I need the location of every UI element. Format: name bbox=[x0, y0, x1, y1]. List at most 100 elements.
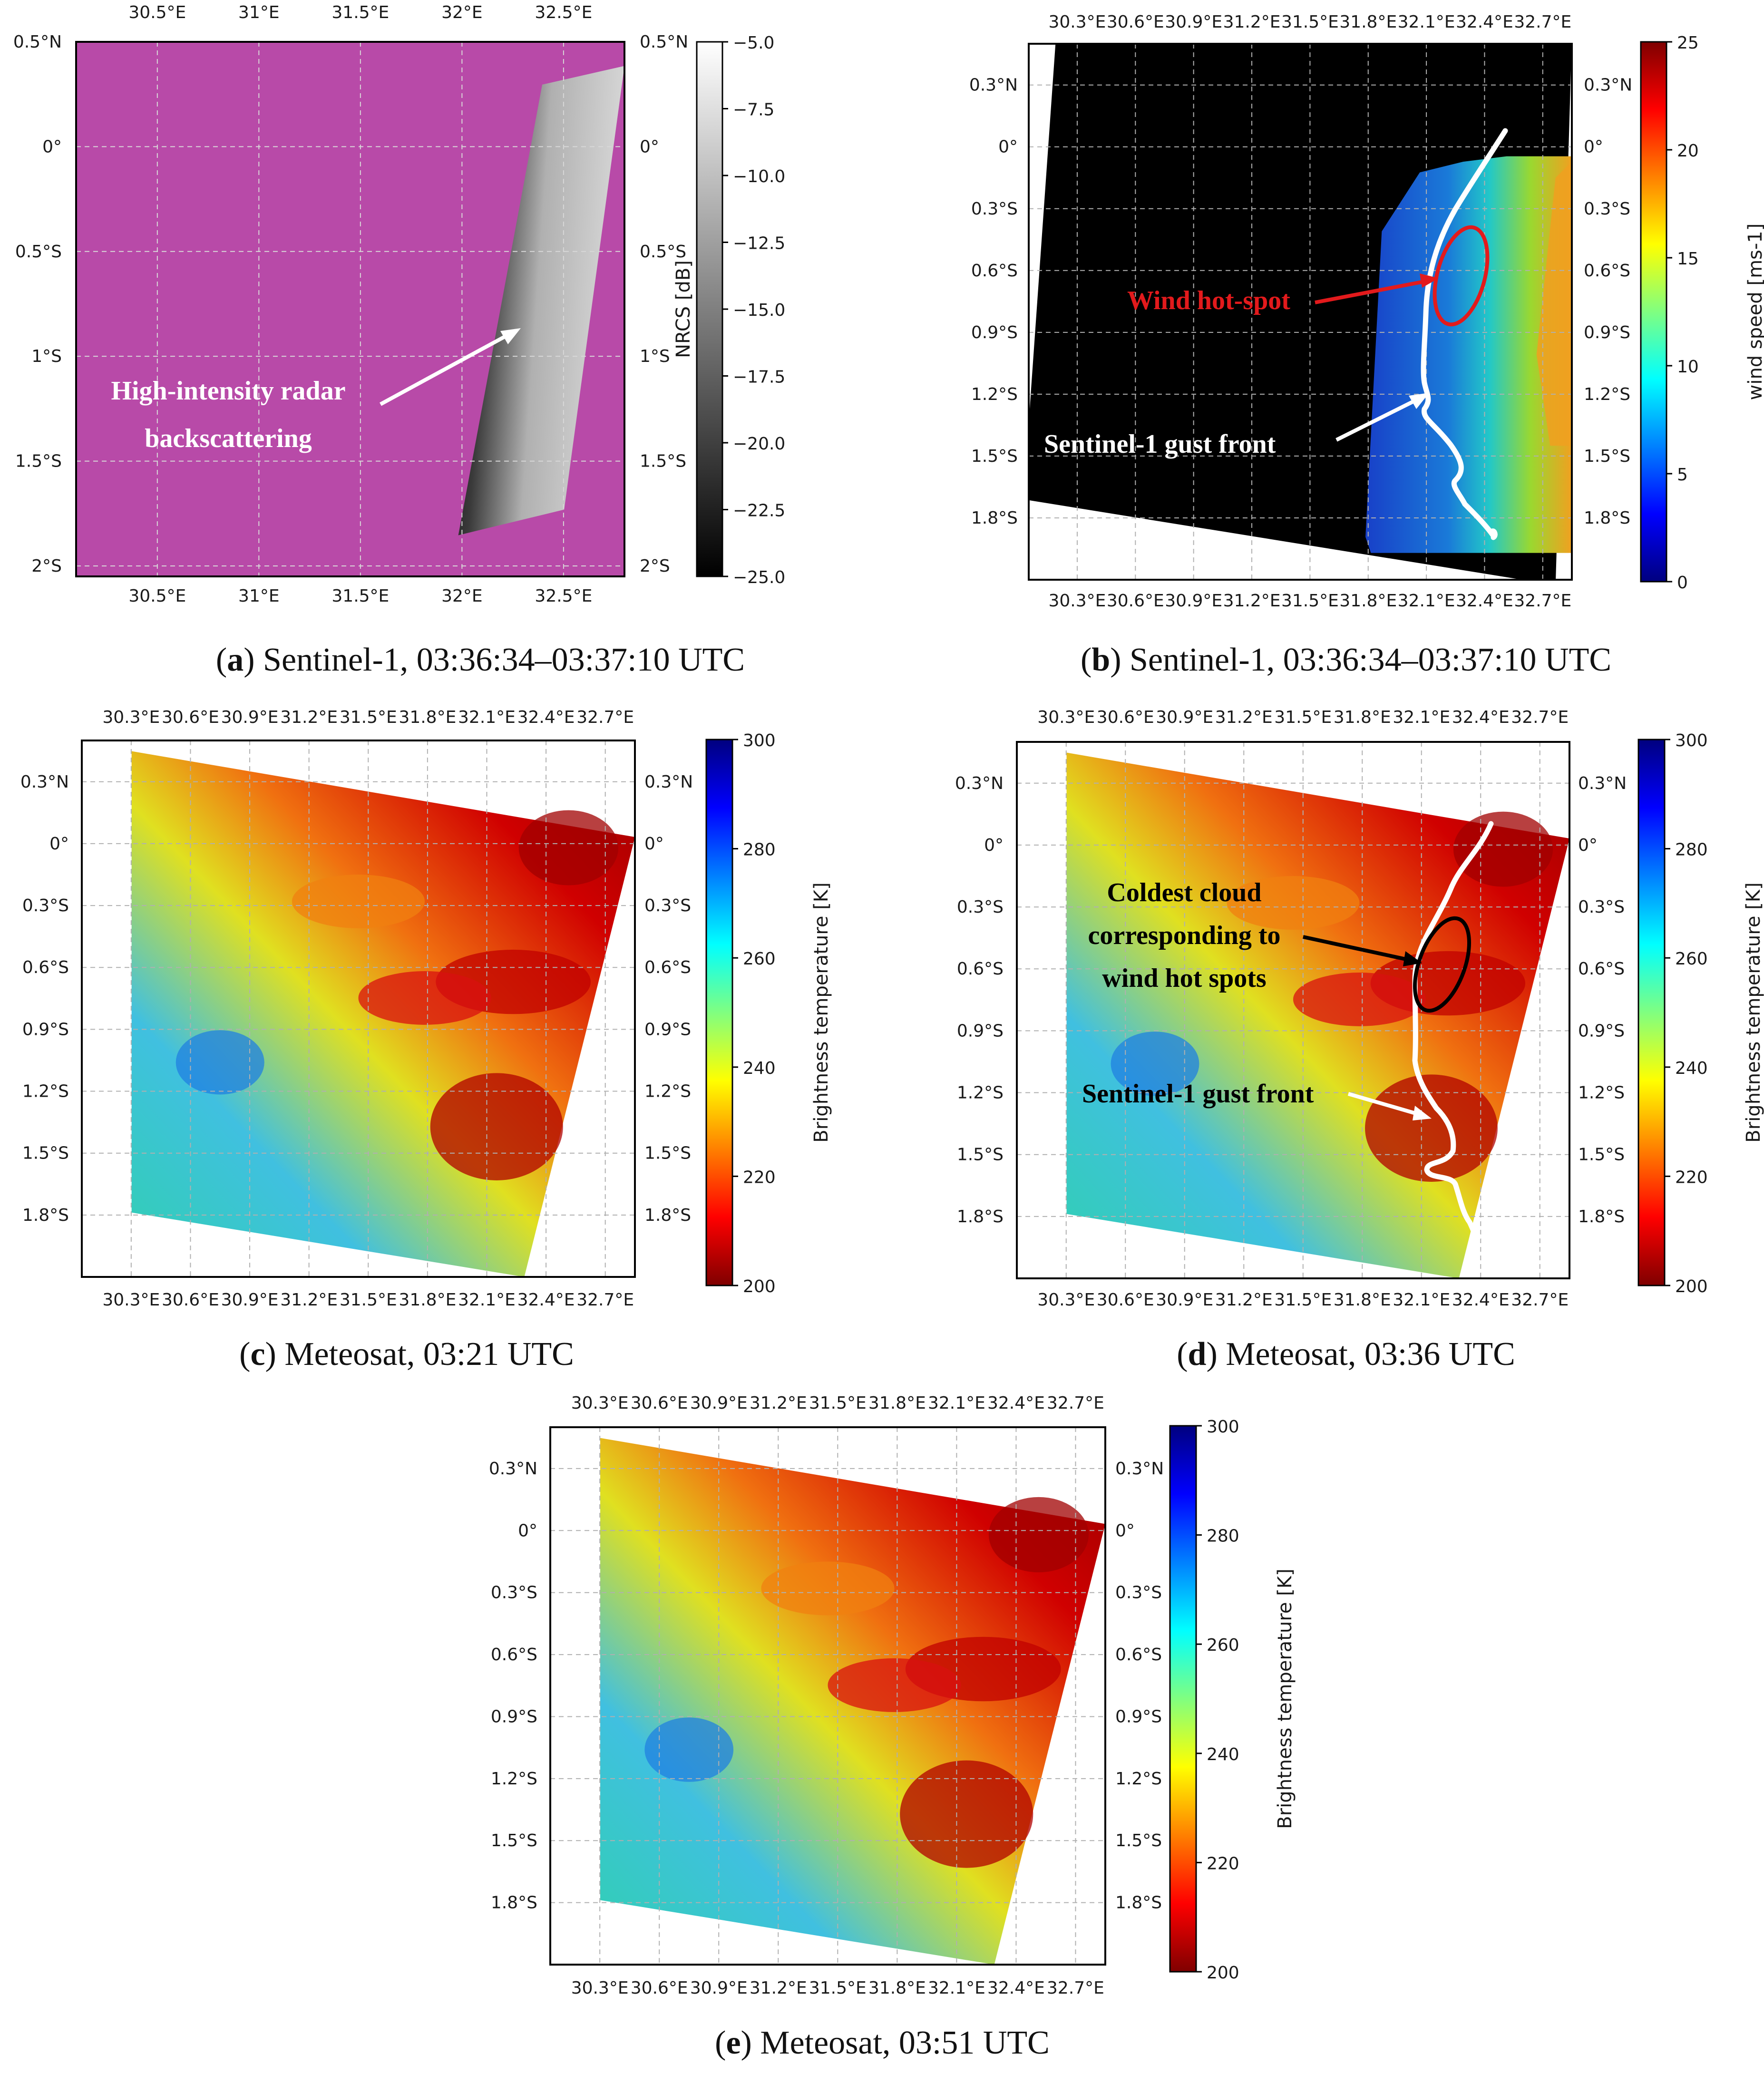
tick-bottom-lon-b-6: 32.1°E bbox=[1398, 591, 1455, 611]
colorbar-tick-b-3: 15 bbox=[1677, 249, 1699, 269]
tick-top-lon-e-1: 30.6°E bbox=[631, 1393, 688, 1413]
tick-left-lat-c-1: 0° bbox=[49, 834, 69, 854]
swath-fill-a bbox=[458, 66, 624, 536]
tick-right-lat-e-0: 0.3°N bbox=[1115, 1459, 1164, 1479]
plot-frame-a bbox=[75, 41, 625, 577]
tick-bottom-lon-e-6: 32.1°E bbox=[928, 1978, 985, 1998]
tick-right-lat-d-1: 0° bbox=[1578, 836, 1598, 855]
tick-right-lat-e-3: 0.6°S bbox=[1115, 1645, 1162, 1665]
colorbar-label-e: Brightness temperature [K] bbox=[1274, 1568, 1296, 1829]
colorbar-tick-d-3: 260 bbox=[1675, 949, 1708, 969]
colorbar-e bbox=[1169, 1425, 1197, 1973]
tick-left-lat-e-7: 1.8°S bbox=[491, 1893, 537, 1913]
annotation-wind-hotspot: Wind hot-spot bbox=[1127, 286, 1290, 315]
tick-left-lat-d-1: 0° bbox=[984, 836, 1004, 855]
tick-top-lon-c-3: 31.2°E bbox=[280, 708, 338, 727]
annotation-radar-arrowhead bbox=[500, 328, 521, 344]
colorbar-tick-a-8: −5.0 bbox=[733, 33, 774, 53]
tick-bottom-lon-c-3: 31.2°E bbox=[280, 1290, 338, 1310]
tick-top-lon-a-2: 31.5°E bbox=[331, 3, 389, 22]
tick-right-lat-c-4: 0.9°S bbox=[644, 1020, 691, 1039]
tick-top-lon-e-0: 30.3°E bbox=[571, 1393, 629, 1413]
colorbar-tick-c-2: 240 bbox=[743, 1059, 776, 1078]
tick-left-lat-c-6: 1.5°S bbox=[22, 1144, 69, 1163]
tick-right-lat-a-0: 0.5°N bbox=[640, 32, 688, 52]
tick-right-lat-b-3: 0.6°S bbox=[1584, 261, 1630, 281]
tick-left-lat-c-4: 0.9°S bbox=[22, 1020, 69, 1039]
tick-bottom-lon-a-4: 32.5°E bbox=[535, 586, 592, 606]
tick-left-lat-c-3: 0.6°S bbox=[22, 958, 69, 977]
tick-top-lon-c-8: 32.7°E bbox=[576, 708, 634, 727]
annotation-coldest-arrow bbox=[1303, 935, 1413, 963]
tick-left-lat-d-7: 1.8°S bbox=[957, 1207, 1004, 1227]
colorbar-tick-a-2: −20.0 bbox=[733, 434, 785, 454]
tick-top-lon-c-1: 30.6°E bbox=[162, 708, 219, 727]
tick-left-lat-a-1: 0° bbox=[42, 137, 62, 156]
tick-top-lon-d-7: 32.4°E bbox=[1452, 708, 1510, 727]
annotation-coldest-arrowhead bbox=[1403, 951, 1422, 966]
tick-top-lon-b-2: 30.9°E bbox=[1165, 12, 1222, 32]
colorbar-tick-a-6: −10.0 bbox=[733, 167, 785, 186]
caption-d: (d) Meteosat, 03:36 UTC bbox=[1177, 1336, 1515, 1373]
tick-bottom-lon-b-0: 30.3°E bbox=[1049, 591, 1106, 611]
annotation-gust-front-b: Sentinel-1 gust front bbox=[1044, 429, 1276, 459]
tick-bottom-lon-d-4: 31.5°E bbox=[1274, 1290, 1332, 1310]
tick-left-lat-d-3: 0.6°S bbox=[957, 959, 1004, 979]
tick-top-lon-e-6: 32.1°E bbox=[928, 1393, 985, 1413]
tick-bottom-lon-d-7: 32.4°E bbox=[1452, 1290, 1510, 1310]
annotation-gust-arrowhead-d bbox=[1413, 1106, 1432, 1120]
annotation-coldest-line2: corresponding to bbox=[1088, 921, 1281, 950]
plot-frame-b bbox=[1028, 43, 1573, 581]
panel-c: 30.3°E30.3°E30.6°E30.6°E30.9°E30.9°E31.2… bbox=[20, 708, 832, 1373]
tick-top-lon-a-3: 32°E bbox=[441, 3, 483, 22]
scene-b bbox=[1029, 44, 1572, 580]
annotation-hotspot-arrow bbox=[1315, 279, 1430, 304]
annotation-panel-d: Coldest cloud corresponding to wind hot … bbox=[1082, 821, 1494, 1239]
tick-left-lat-c-0: 0.3°N bbox=[20, 772, 69, 792]
tick-bottom-lon-d-2: 30.9°E bbox=[1156, 1290, 1213, 1310]
tick-left-lat-a-3: 1°S bbox=[31, 347, 62, 366]
tick-left-lat-d-0: 0.3°N bbox=[955, 774, 1004, 793]
caption-c: (c) Meteosat, 03:21 UTC bbox=[239, 1336, 574, 1373]
tick-right-lat-c-2: 0.3°S bbox=[644, 896, 691, 915]
cloud-blob-c-5 bbox=[292, 875, 425, 928]
tick-left-lat-e-0: 0.3°N bbox=[489, 1459, 537, 1479]
tick-bottom-lon-d-5: 31.8°E bbox=[1334, 1290, 1391, 1310]
tick-bottom-lon-e-3: 31.2°E bbox=[750, 1978, 807, 1998]
tick-left-lat-b-4: 0.9°S bbox=[971, 323, 1018, 342]
tick-bottom-lon-b-5: 31.8°E bbox=[1339, 591, 1397, 611]
tick-left-lat-e-3: 0.6°S bbox=[491, 1645, 537, 1665]
tick-bottom-lon-b-1: 30.6°E bbox=[1107, 591, 1164, 611]
tick-bottom-lon-c-1: 30.6°E bbox=[162, 1290, 219, 1310]
tick-left-lat-d-6: 1.5°S bbox=[957, 1145, 1004, 1165]
tick-right-lat-b-5: 1.2°S bbox=[1584, 385, 1630, 404]
cloud-blob-c-4 bbox=[175, 1030, 264, 1095]
tick-bottom-lon-a-1: 31°E bbox=[238, 586, 280, 606]
colorbar-tick-e-1: 220 bbox=[1207, 1854, 1239, 1873]
panels-layer: 30.5°E 30.5°E 31°E 31°E 31.5°E 31.5°E 32°E 32°E… bbox=[13, 3, 1764, 2061]
tick-bottom-lon-d-3: 31.2°E bbox=[1215, 1290, 1273, 1310]
tick-bottom-lon-a-2: 31.5°E bbox=[331, 586, 389, 606]
tick-right-lat-b-4: 0.9°S bbox=[1584, 323, 1630, 342]
tick-bottom-lon-d-1: 30.6°E bbox=[1097, 1290, 1154, 1310]
tick-left-lat-a-4: 1.5°S bbox=[15, 452, 62, 471]
colorbar-tick-c-0: 200 bbox=[743, 1277, 776, 1296]
tick-left-lat-b-3: 0.6°S bbox=[971, 261, 1018, 281]
tick-top-lon-c-5: 31.8°E bbox=[399, 708, 456, 727]
colorbar-b bbox=[1640, 41, 1667, 583]
tick-top-lon-a-1: 31°E bbox=[238, 3, 280, 22]
tick-right-lat-b-0: 0.3°N bbox=[1584, 76, 1632, 95]
tick-left-lat-a-5: 2°S bbox=[31, 556, 62, 576]
tick-top-lon-a-4: 32.5°E bbox=[535, 3, 592, 22]
cloud-blob-e-4 bbox=[644, 1717, 734, 1782]
tick-right-lat-b-6: 1.5°S bbox=[1584, 447, 1630, 466]
tick-left-lat-b-5: 1.2°S bbox=[971, 385, 1018, 404]
wind-hotspot-ellipse bbox=[1433, 225, 1490, 327]
gust-front-line-d bbox=[1412, 821, 1494, 1239]
tick-top-lon-b-6: 32.1°E bbox=[1398, 12, 1455, 32]
caption-e: (e) Meteosat, 03:51 UTC bbox=[715, 2025, 1050, 2061]
tick-right-lat-a-1: 0° bbox=[640, 137, 659, 156]
colorbar-tick-c-3: 260 bbox=[743, 949, 776, 969]
tick-left-lat-e-1: 0° bbox=[518, 1521, 537, 1540]
